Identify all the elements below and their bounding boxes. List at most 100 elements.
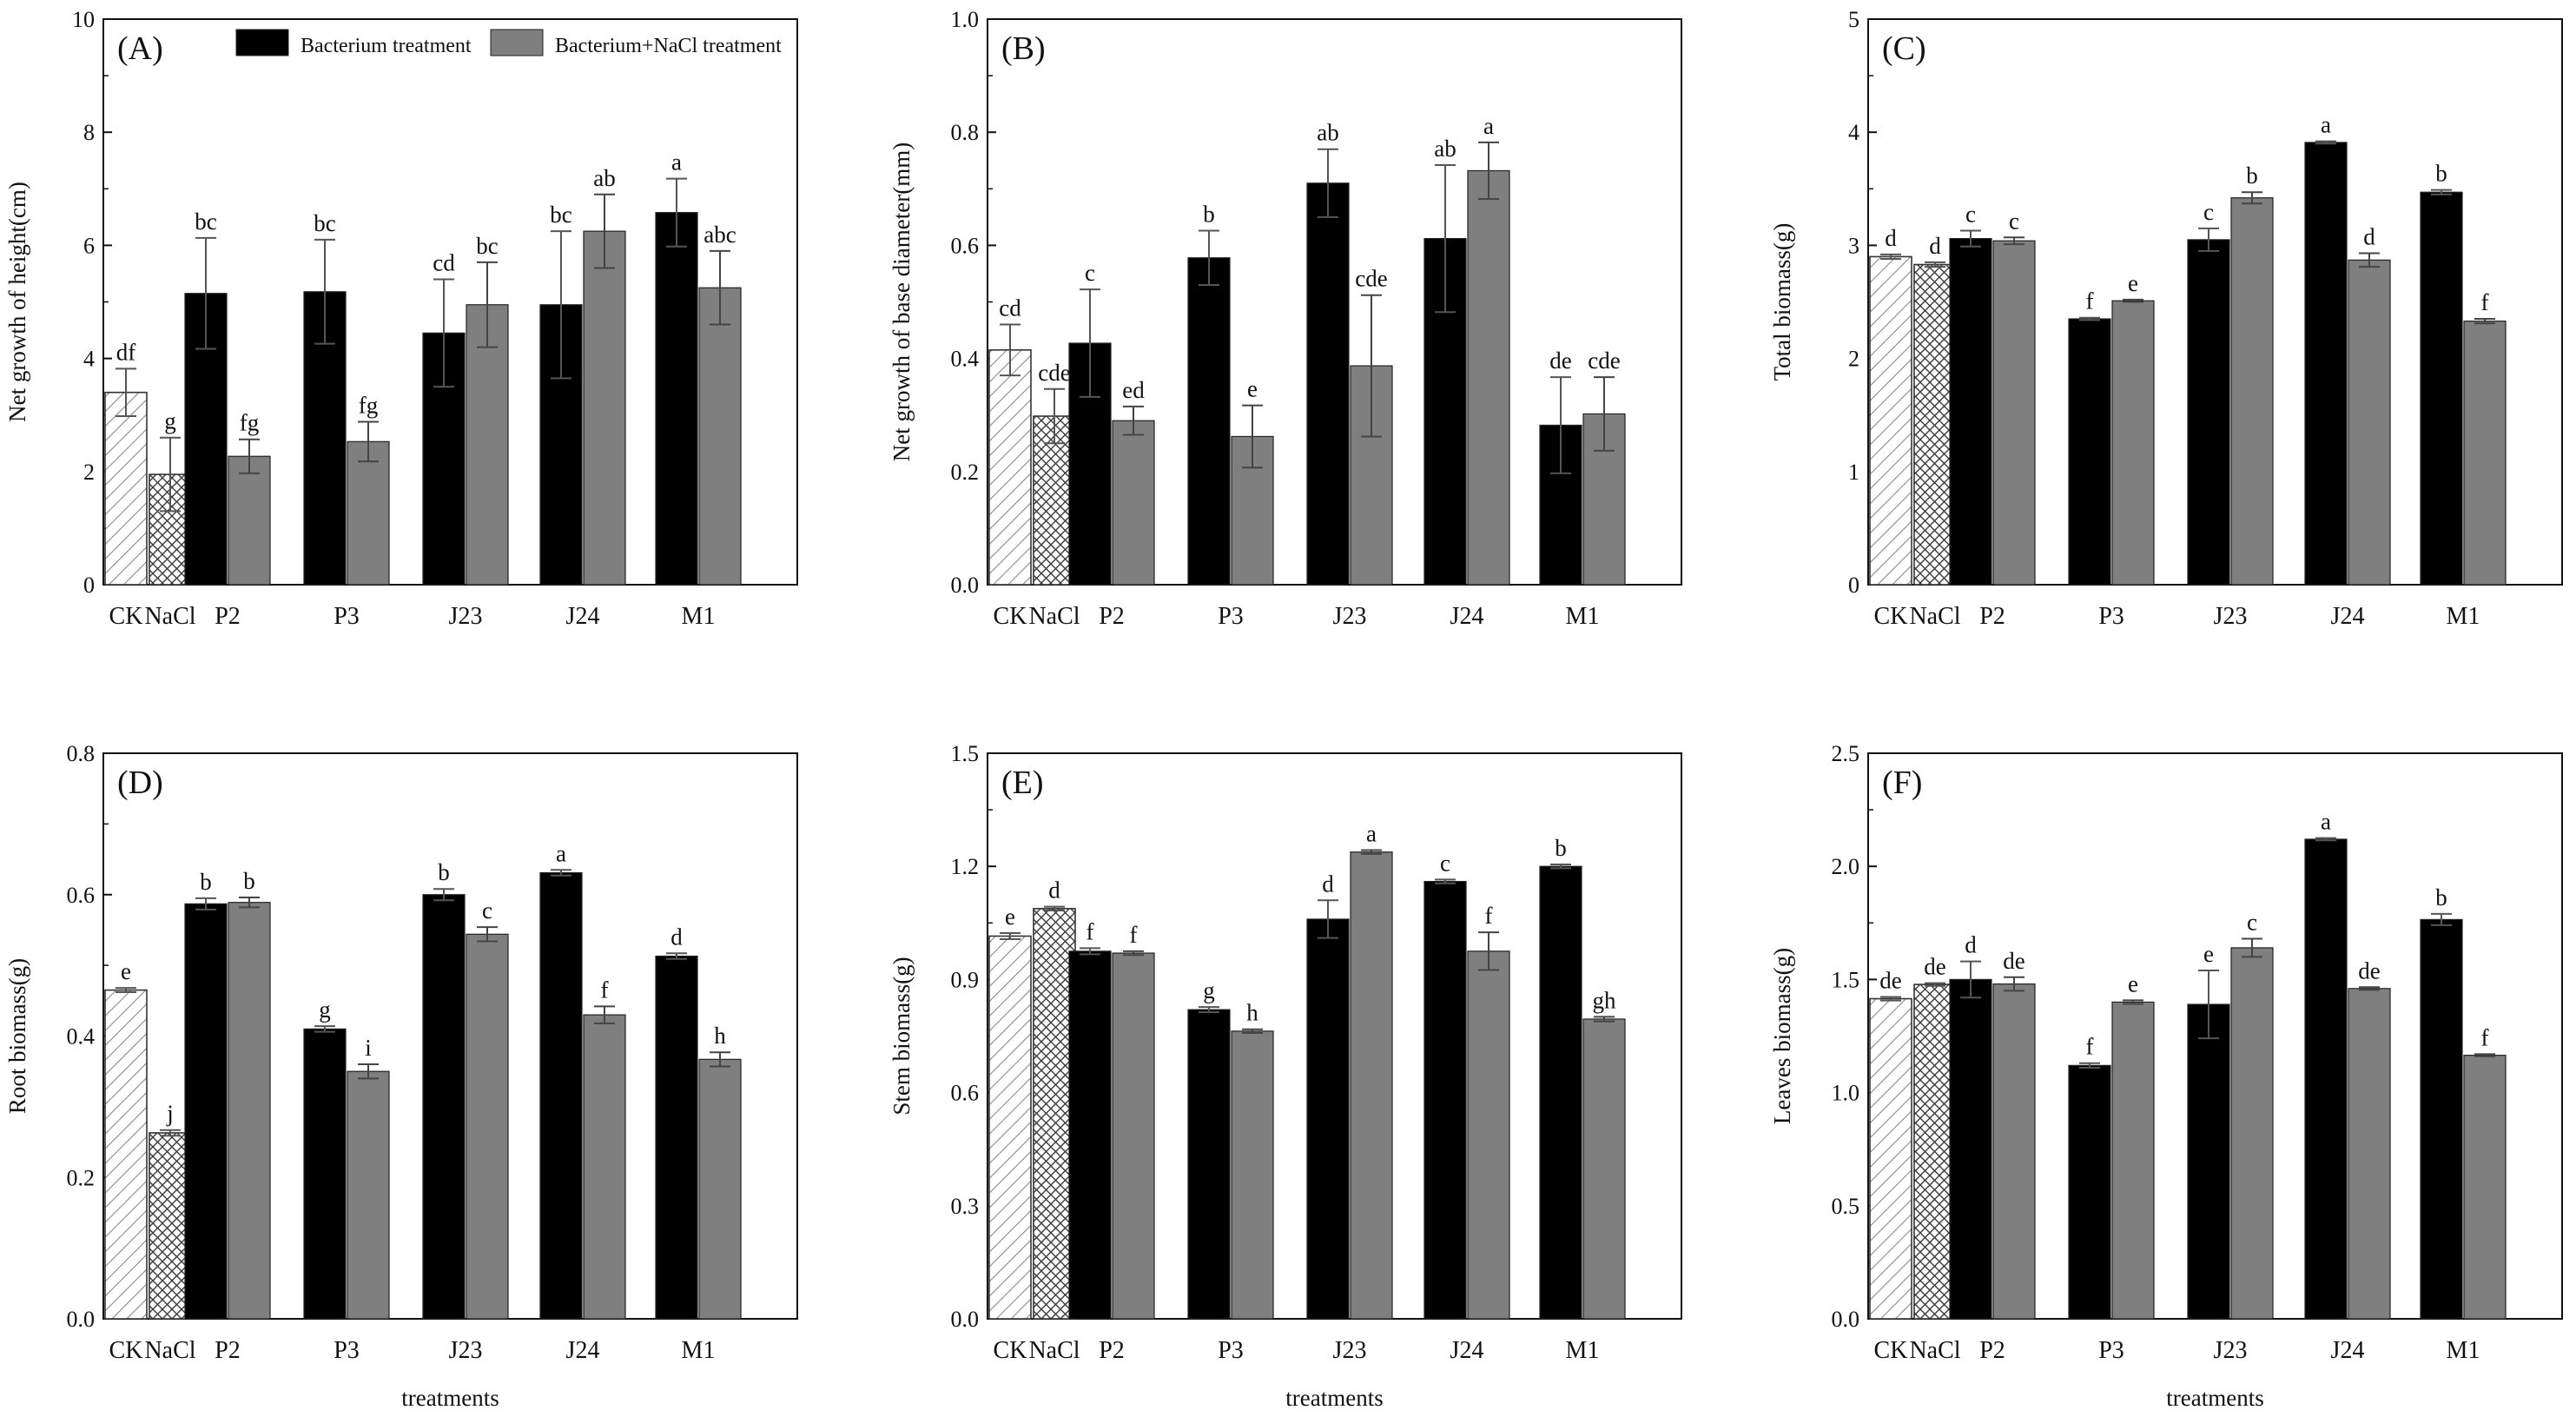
significance-label: f [2086,1034,2094,1060]
x-tick-label: M1 [2447,1337,2480,1364]
significance-label: e [1005,904,1015,930]
x-tick-label: P3 [334,603,360,630]
error-bar [433,888,454,902]
significance-label: ab [593,165,615,191]
bar-nacl-m1 [698,287,742,586]
significance-label: h [714,1023,726,1049]
error-bar [116,987,136,994]
error-bar [1044,905,1065,911]
y-tick-label: 3 [1848,233,1859,258]
x-tick-label: CK [994,603,1027,630]
bar-nacl-p3 [347,440,390,586]
panel-letter: (E) [1001,765,1044,801]
significance-label: d [670,924,683,950]
x-tick-label: CK [994,1337,1027,1364]
error-bar [1960,960,1981,999]
significance-label: de [1879,967,1902,993]
error-bar [2242,937,2262,958]
error-bar [2123,298,2143,303]
error-bar [1361,849,1382,855]
y-tick-label: 1.2 [951,854,980,879]
legend: Bacterium treatment Bacterium+NaCl treatm… [235,29,782,57]
panel-2: 0 1 2 3 4 5 Total biomass(g) (C) d CK d NaCl P2 c c P3 f… [1769,7,2563,630]
error-bar [1000,323,1020,377]
bar-bacterium-p3 [303,291,347,586]
y-axis-label: Total biomass(g) [1769,223,1795,381]
error-bar [314,1025,335,1033]
y-tick-label: 0.9 [951,967,980,992]
significance-label: gh [1593,987,1617,1013]
bar-bacterium-j24 [2304,142,2348,586]
significance-label: d [1885,225,1897,251]
significance-label: bc [195,209,217,235]
error-bar [1242,404,1263,469]
bar-bacterium-m1 [1539,865,1582,1320]
y-tick-label: 0.8 [67,741,96,766]
error-bar [1361,294,1382,438]
error-bar [1044,387,1065,445]
error-bar [551,869,571,877]
significance-label: g [1203,977,1215,1003]
error-bar [1435,163,1456,314]
x-tick-label: J23 [2214,1337,2248,1364]
significance-label: abc [703,222,736,248]
significance-label: bc [550,202,572,228]
error-bar [1318,899,1338,939]
bar-nacl-j24 [1467,169,1510,586]
bar-nacl-m1 [698,1058,742,1320]
y-tick-label: 0.6 [951,1081,980,1106]
bar-nacl-p2 [1112,420,1155,586]
error-bar [2359,252,2380,268]
bar-bacterium-p3 [1187,1009,1231,1320]
error-bar [1925,261,1945,268]
x-tick-label: CK [1874,1337,1908,1364]
significance-label: cde [1355,266,1387,292]
y-axis-label: Stem biomass(g) [888,957,915,1115]
significance-label: f [601,977,609,1003]
x-tick-label: J24 [566,1337,600,1364]
panel-5: 0.0 0.5 1.0 1.5 2.0 2.5 Leaves biomass(g) (F) tr… [1769,741,2563,1411]
y-tick-label: 2 [1848,347,1859,372]
x-tick-label: J24 [2331,603,2365,630]
error-bar [551,230,571,380]
significance-label: c [2203,199,2214,225]
y-tick-label: 0.2 [951,460,980,485]
y-tick-label: 4 [83,347,95,372]
error-bar [1199,1006,1219,1014]
significance-label: bc [476,233,499,259]
significance-label: de [2003,948,2025,974]
panel-letter: (C) [1882,30,1926,67]
error-bar [195,897,216,910]
error-bar [2242,191,2262,205]
x-tick-label: J24 [1450,1337,1484,1364]
bar-bacterium-j23 [2187,239,2230,586]
bar-control-nacl [1033,908,1076,1320]
error-bar [1080,288,1100,398]
significance-label: de [1549,348,1572,374]
significance-label: a [556,840,566,866]
error-bar [160,436,181,513]
significance-label: c [1440,850,1450,876]
bar-nacl-p2 [228,455,271,586]
y-tick-label: 2.0 [1832,854,1860,879]
error-bar [594,1005,615,1024]
y-tick-label: 0.4 [67,1024,96,1050]
bar-bacterium-m1 [655,955,698,1320]
significance-label: cd [999,295,1021,321]
x-tick-label: J24 [1450,603,1484,630]
bar-nacl-j23 [2230,947,2274,1320]
x-tick-label: M1 [682,1337,716,1364]
error-bar [1080,947,1100,956]
bar-nacl-j24 [1467,950,1510,1320]
y-tick-label: 2.5 [1832,741,1860,766]
legend-label-nacl: Bacterium+NaCl treatment [555,35,782,57]
bar-nacl-j24 [583,230,626,586]
y-tick-label: 0 [1848,573,1859,598]
x-tick-label: CK [109,1337,143,1364]
significance-label: e [2203,941,2214,967]
significance-label: b [1203,201,1215,227]
y-tick-label: 0.5 [1832,1194,1860,1219]
significance-label: c [1085,260,1095,286]
bar-bacterium-p3 [1187,257,1231,586]
significance-label: a [1366,821,1377,847]
